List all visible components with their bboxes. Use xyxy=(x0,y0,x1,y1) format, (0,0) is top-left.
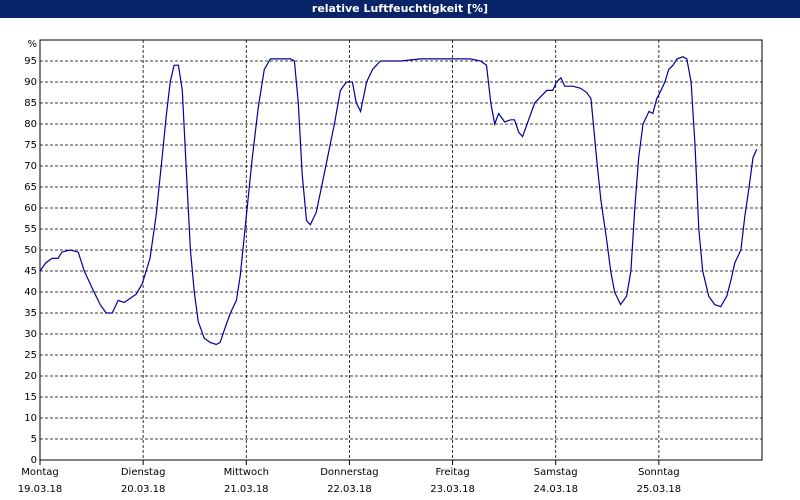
chart-title: relative Luftfeuchtigkeit [%] xyxy=(312,2,488,15)
y-tick-label: 70 xyxy=(24,161,37,172)
x-tick-date: 19.03.18 xyxy=(18,484,63,495)
y-tick-label: 45 xyxy=(24,266,37,277)
x-tick-date: 22.03.18 xyxy=(327,484,372,495)
title-bar xyxy=(0,0,800,18)
y-tick-label: 0 xyxy=(31,455,37,466)
y-tick-label: 15 xyxy=(24,392,37,403)
x-tick-date: 23.03.18 xyxy=(430,484,475,495)
y-tick-label: 60 xyxy=(24,203,37,214)
y-tick-label: 90 xyxy=(24,77,37,88)
y-tick-label: 95 xyxy=(24,56,37,67)
y-tick-label: 80 xyxy=(24,119,37,130)
y-tick-label: 30 xyxy=(24,329,37,340)
y-tick-label: 40 xyxy=(24,287,37,298)
x-tick-label: Freitag xyxy=(435,467,469,478)
x-tick-label: Dienstag xyxy=(121,467,166,478)
y-tick-label: 10 xyxy=(24,413,37,424)
x-tick-date: 20.03.18 xyxy=(121,484,166,495)
x-tick-date: 24.03.18 xyxy=(533,484,578,495)
data-line xyxy=(39,56,758,346)
y-tick-label: 55 xyxy=(24,224,37,235)
y-tick-label: 25 xyxy=(24,350,37,361)
y-tick-label: 85 xyxy=(24,98,37,109)
x-tick-label: Donnerstag xyxy=(320,467,378,478)
y-unit: % xyxy=(27,39,37,50)
y-tick-label: 20 xyxy=(24,371,37,382)
y-tick-label: 5 xyxy=(31,434,37,445)
x-tick-label: Samstag xyxy=(534,467,578,478)
y-tick-label: 75 xyxy=(24,140,37,151)
x-tick-date: 21.03.18 xyxy=(224,484,269,495)
y-tick-label: 35 xyxy=(24,308,37,319)
x-tick-label: Mittwoch xyxy=(224,467,269,478)
x-tick-label: Sonntag xyxy=(638,467,680,478)
y-tick-label: 65 xyxy=(24,182,37,193)
x-tick-date: 25.03.18 xyxy=(637,484,682,495)
x-tick-label: Montag xyxy=(21,467,58,478)
y-tick-label: 50 xyxy=(24,245,37,256)
